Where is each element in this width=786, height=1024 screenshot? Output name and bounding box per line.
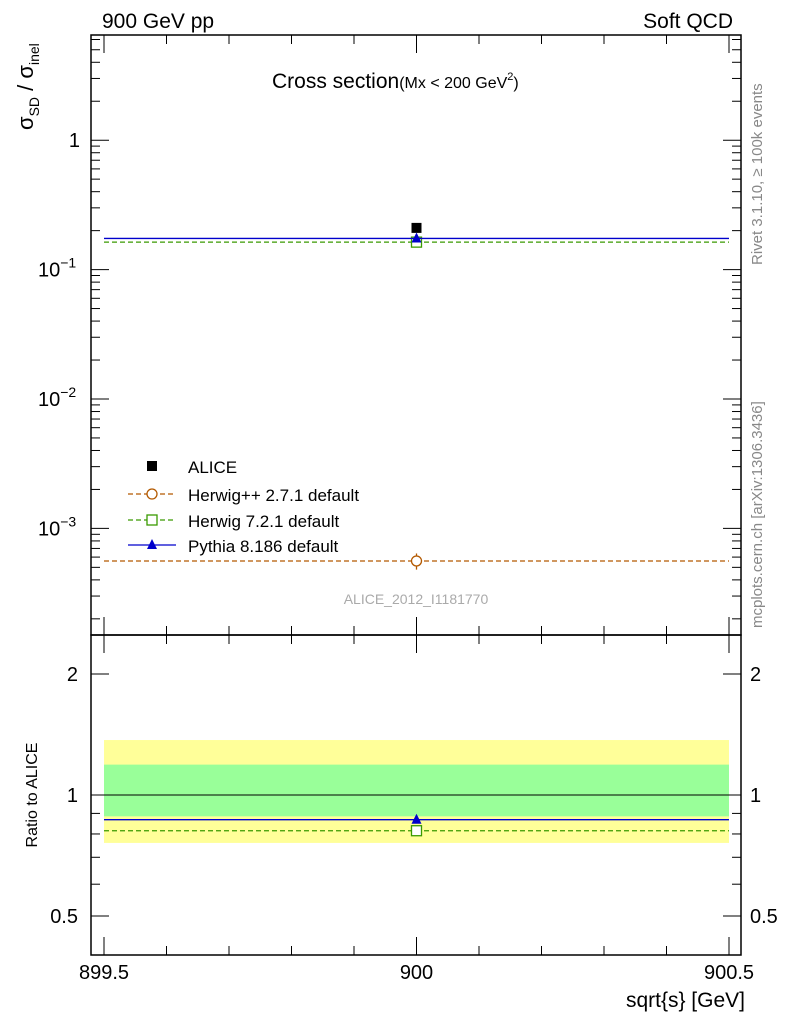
- ratio-bands: [104, 740, 741, 843]
- ratio-y-tick-label-right: 0.5: [750, 906, 778, 928]
- side-text-mcplots: mcplots.cern.ch [arXiv:1306.3436]: [749, 401, 766, 628]
- legend-marker: [147, 539, 157, 549]
- ylabel-sigma: σ: [13, 116, 38, 130]
- legend-label: Pythia 8.186 default: [188, 537, 339, 556]
- ratio-data-point: [410, 825, 423, 837]
- legend-marker: [147, 461, 157, 471]
- x-tick-label: 900.5: [704, 962, 754, 984]
- series-herwig-2-7-1-default: [104, 553, 729, 570]
- ratio-series-layer: [104, 813, 729, 837]
- data-point: [411, 222, 422, 233]
- axes-layer: 1 10−1 10−2 10−3 2 2 1 1 0.5 0.5 899.5 900 900.5: [38, 34, 778, 984]
- legend-label: Herwig++ 2.7.1 default: [188, 486, 359, 505]
- main-y-axis-label: σSD / σinel: [13, 43, 42, 130]
- ratio-y-tick-label-left: 0.5: [50, 906, 78, 928]
- ratio-y-tick-label-right: 1: [750, 785, 761, 807]
- ratio-y-tick-label-left: 1: [67, 785, 78, 807]
- legend-marker: [146, 488, 158, 500]
- chart-title-main: Cross section: [272, 70, 399, 93]
- main-y-tick-label: 10−3: [38, 513, 76, 540]
- main-y-tick-label: 1: [69, 130, 80, 152]
- legend-entry-herwig-2-7-1-default: Herwig++ 2.7.1 default: [128, 486, 359, 505]
- chart-title: Cross section(Mx < 200 GeV2): [272, 70, 519, 93]
- ylabel-mid: / σ: [13, 65, 38, 97]
- side-text-rivet: Rivet 3.1.10, ≥ 100k events: [749, 83, 766, 265]
- ratio-y-tick-label-left: 2: [67, 664, 78, 686]
- legend: ALICE Herwig++ 2.7.1 default Herwig 7.2.1 …: [128, 458, 359, 556]
- analysis-watermark: ALICE_2012_I1181770: [344, 591, 489, 607]
- main-y-tick-label: 10−1: [38, 255, 76, 282]
- ratio-series-pythia-8-186-default: [104, 813, 729, 824]
- series-alice: [411, 222, 422, 233]
- chart-title-sup: 2: [507, 71, 513, 83]
- ratio-y-tick-label-right: 2: [750, 664, 761, 686]
- ratio-series-herwig-7-2-1-default: [104, 825, 729, 837]
- legend-label: Herwig 7.2.1 default: [188, 512, 339, 531]
- ratio-y-axis-label: Ratio to ALICE: [24, 743, 41, 848]
- legend-label: ALICE: [188, 458, 237, 477]
- header-right: Soft QCD: [643, 10, 733, 33]
- legend-entry-alice: ALICE: [147, 458, 237, 477]
- x-axis-label: sqrt{s} [GeV]: [626, 989, 745, 1012]
- band-stat-uncertainty: [104, 764, 729, 817]
- legend-entry-herwig-7-2-1-default: Herwig 7.2.1 default: [128, 512, 339, 531]
- header-left: 900 GeV pp: [102, 10, 214, 33]
- main-y-tick-label: 10−2: [38, 384, 76, 411]
- x-tick-label: 899.5: [79, 962, 129, 984]
- ylabel-sub2: inel: [26, 43, 42, 65]
- legend-entry-pythia-8-186-default: Pythia 8.186 default: [128, 537, 339, 556]
- legend-marker: [146, 514, 158, 526]
- data-point: [410, 555, 423, 567]
- series-pythia-8-186-default: [104, 232, 729, 243]
- chart-title-sub: (Mx < 200 GeV: [399, 75, 507, 92]
- main-series-layer: [104, 222, 729, 570]
- chart-title-close: ): [513, 75, 518, 92]
- ylabel-sub1: SD: [26, 97, 42, 116]
- x-tick-label: 900: [400, 962, 433, 984]
- ratio-data-point: [411, 813, 422, 824]
- data-point: [411, 232, 422, 243]
